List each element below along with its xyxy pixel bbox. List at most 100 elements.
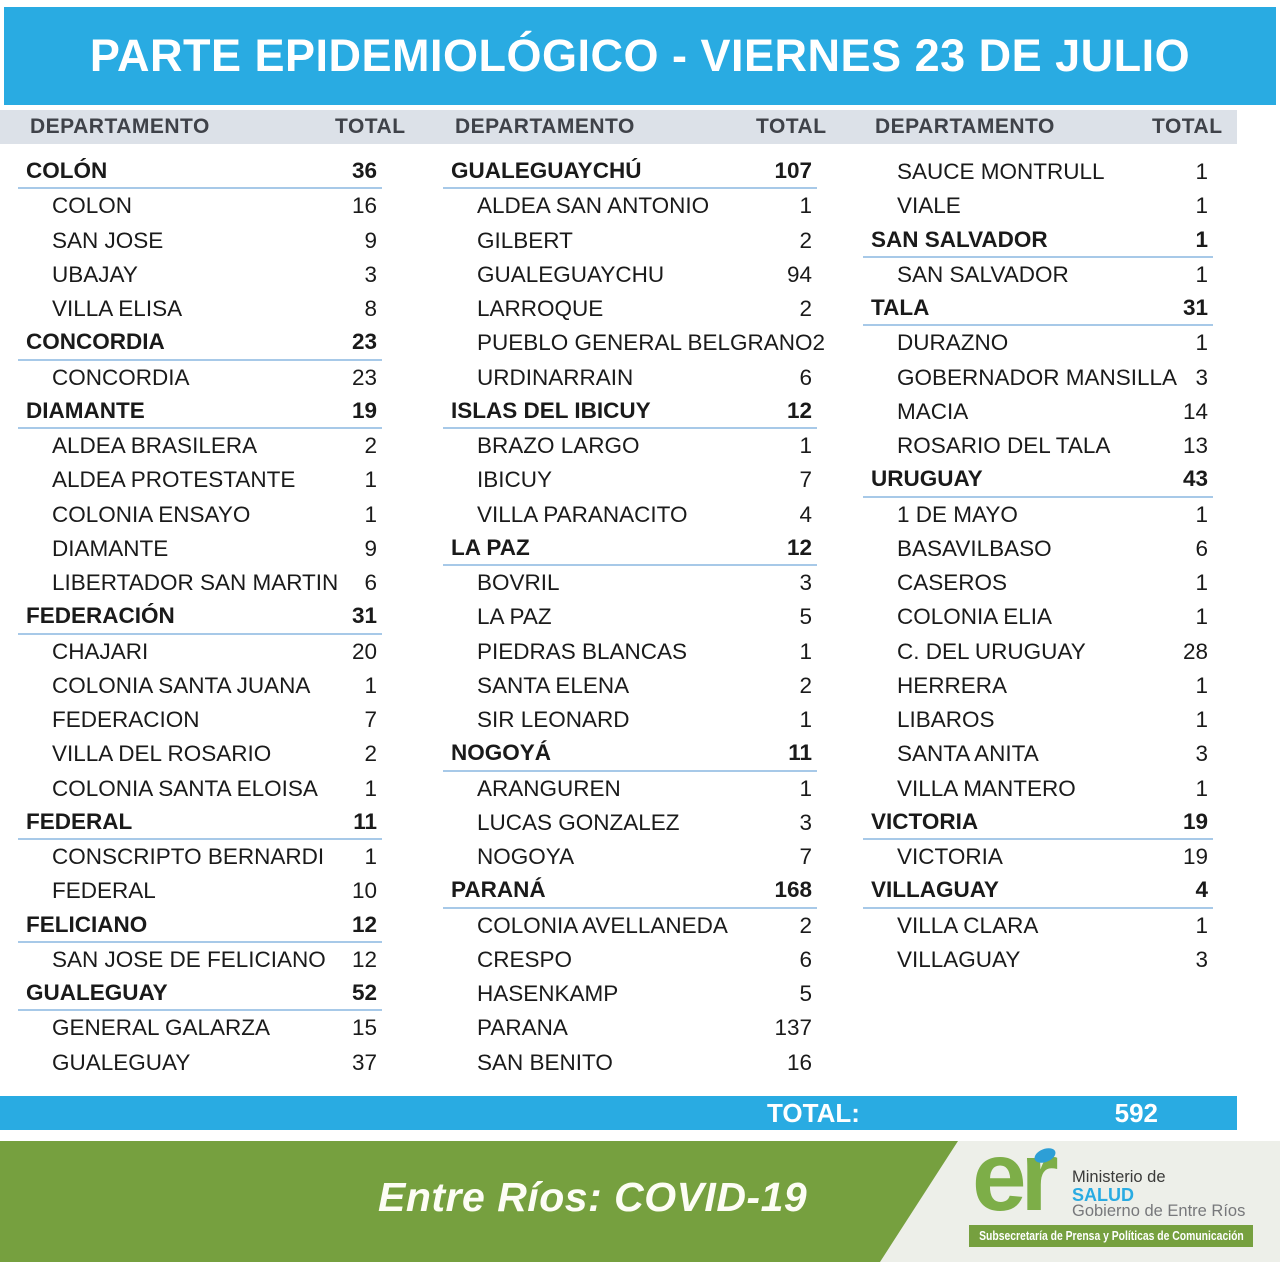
row-label: SANTA ANITA xyxy=(897,741,1039,767)
row-value: 2 xyxy=(812,330,826,356)
row-value: 1 xyxy=(799,638,812,664)
row-value: 6 xyxy=(799,946,812,972)
department-row: NOGOYÁ 11 xyxy=(443,737,817,772)
locality-row: VILLA CLARA 1 xyxy=(863,909,1213,943)
ministry-text-block: Ministerio de SALUD Gobierno de Entre Rí… xyxy=(1072,1168,1245,1219)
logo-er-letters: er xyxy=(972,1121,1059,1231)
locality-row: CASEROS 1 xyxy=(863,566,1213,600)
locality-row: LARROQUE 2 xyxy=(443,292,817,326)
row-label: PARANA xyxy=(477,1015,568,1041)
column-header-department: DEPARTAMENTO xyxy=(455,115,635,138)
locality-row: VILLAGUAY 3 xyxy=(863,943,1213,977)
row-value: 10 xyxy=(351,878,377,904)
locality-row: BOVRIL 3 xyxy=(443,566,817,600)
row-value: 2 xyxy=(364,433,377,459)
locality-row: GOBERNADOR MANSILLA 3 xyxy=(863,361,1213,395)
locality-row: VILLA PARANACITO 4 xyxy=(443,498,817,532)
row-label: LIBERTADOR SAN MARTIN xyxy=(52,570,339,596)
table-column-3: SAUCE MONTRULL 1 VIALE 1 SAN SALVADOR 1 SAN SA… xyxy=(863,155,1213,977)
row-label: 1 DE MAYO xyxy=(897,501,1018,527)
department-row: LA PAZ 12 xyxy=(443,532,817,566)
row-label: VILLA ELISA xyxy=(52,296,183,322)
row-label: GENERAL GALARZA xyxy=(52,1015,270,1041)
row-value: 14 xyxy=(1182,398,1208,424)
column-header-department: DEPARTAMENTO xyxy=(875,115,1055,138)
locality-row: ALDEA SAN ANTONIO 1 xyxy=(443,189,817,223)
row-label: DIAMANTE xyxy=(26,397,145,423)
row-label: CRESPO xyxy=(477,946,573,972)
row-value: 19 xyxy=(1182,844,1208,870)
row-value: 1 xyxy=(1195,570,1208,596)
row-label: C. DEL URUGUAY xyxy=(897,638,1086,664)
row-value: 12 xyxy=(351,946,377,972)
row-label: FEDERAL xyxy=(26,808,133,834)
row-label: ALDEA SAN ANTONIO xyxy=(477,193,710,219)
locality-row: ALDEA PROTESTANTE 1 xyxy=(18,463,382,497)
locality-row: 1 DE MAYO 1 xyxy=(863,498,1213,532)
row-value: 23 xyxy=(351,364,377,390)
row-label: VILLAGUAY xyxy=(871,877,999,903)
row-value: 1 xyxy=(364,467,377,493)
locality-row: PIEDRAS BLANCAS 1 xyxy=(443,635,817,669)
locality-row: C. DEL URUGUAY 28 xyxy=(863,635,1213,669)
row-label: ALDEA BRASILERA xyxy=(52,433,258,459)
locality-row: VILLA MANTERO 1 xyxy=(863,772,1213,806)
locality-row: ARANGUREN 1 xyxy=(443,772,817,806)
row-label: LA PAZ xyxy=(477,604,552,630)
row-value: 2 xyxy=(799,296,812,322)
row-value: 1 xyxy=(364,775,377,801)
row-value: 3 xyxy=(1195,364,1208,390)
locality-row: ALDEA BRASILERA 2 xyxy=(18,429,382,463)
locality-row: FEDERAL 10 xyxy=(18,874,382,908)
row-label: SIR LEONARD xyxy=(477,707,630,733)
locality-row: PUEBLO GENERAL BELGRANO 2 xyxy=(443,326,825,360)
locality-row: UBAJAY 3 xyxy=(18,258,382,292)
locality-row: SAN SALVADOR 1 xyxy=(863,258,1213,292)
row-value: 3 xyxy=(1195,946,1208,972)
entre-rios-logo: er xyxy=(972,1127,1072,1233)
row-value: 19 xyxy=(1182,808,1208,834)
row-value: 31 xyxy=(351,603,377,629)
row-label: URUGUAY xyxy=(871,466,983,492)
row-label: FEDERACIÓN xyxy=(26,603,175,629)
grand-total-label: TOTAL: xyxy=(767,1097,860,1128)
row-value: 36 xyxy=(351,158,377,184)
row-value: 1 xyxy=(799,193,812,219)
locality-row: FEDERACION 7 xyxy=(18,703,382,737)
row-label: COLON xyxy=(52,193,133,219)
row-label: NOGOYÁ xyxy=(451,740,552,766)
locality-row: URDINARRAIN 6 xyxy=(443,361,817,395)
row-value: 137 xyxy=(774,1015,812,1041)
department-row: DIAMANTE 19 xyxy=(18,395,382,429)
locality-row: GENERAL GALARZA 15 xyxy=(18,1011,382,1045)
locality-row: COLONIA ELIA 1 xyxy=(863,600,1213,634)
locality-row: LUCAS GONZALEZ 3 xyxy=(443,806,817,840)
row-value: 2 xyxy=(799,227,812,253)
grand-total-value: 592 xyxy=(1114,1097,1158,1128)
row-value: 2 xyxy=(799,912,812,938)
locality-row: SIR LEONARD 1 xyxy=(443,703,817,737)
table-column-2: GUALEGUAYCHÚ 107 ALDEA SAN ANTONIO 1 GILBERT… xyxy=(443,155,825,1080)
row-label: BASAVILBASO xyxy=(897,535,1052,561)
row-label: SAN BENITO xyxy=(477,1049,613,1075)
locality-row: VIALE 1 xyxy=(863,189,1213,223)
locality-row: SANTA ELENA 2 xyxy=(443,669,817,703)
row-label: GOBERNADOR MANSILLA xyxy=(897,364,1178,390)
locality-row: GUALEGUAYCHU 94 xyxy=(443,258,817,292)
row-label: PUEBLO GENERAL BELGRANO xyxy=(477,330,813,356)
department-row: GUALEGUAY 52 xyxy=(18,977,382,1012)
row-label: PARANÁ xyxy=(451,877,546,903)
locality-row: GUALEGUAY 37 xyxy=(18,1046,382,1080)
row-label: LARROQUE xyxy=(477,296,604,322)
row-value: 1 xyxy=(364,501,377,527)
row-value: 15 xyxy=(351,1015,377,1041)
row-value: 1 xyxy=(1195,501,1208,527)
row-value: 1 xyxy=(799,775,812,801)
row-value: 168 xyxy=(774,877,812,903)
column-header-department: DEPARTAMENTO xyxy=(30,115,210,138)
row-label: PIEDRAS BLANCAS xyxy=(477,638,688,664)
ministry-line-1: Ministerio de xyxy=(1072,1168,1166,1186)
locality-row: VILLA DEL ROSARIO 2 xyxy=(18,737,382,771)
row-value: 1 xyxy=(1195,707,1208,733)
row-value: 1 xyxy=(799,707,812,733)
